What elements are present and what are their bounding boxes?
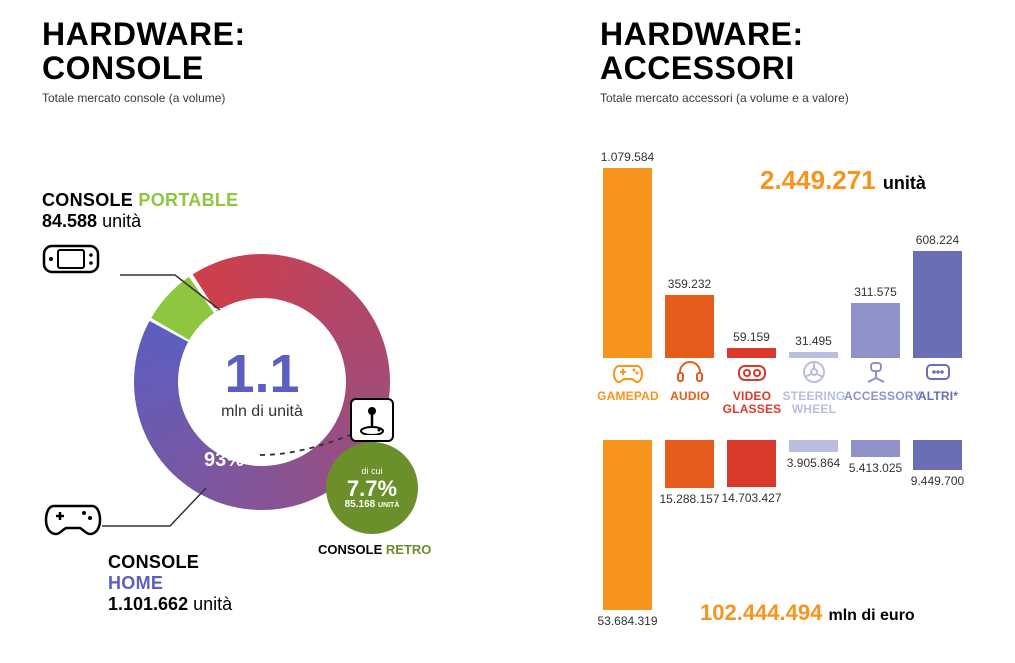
donut-center-unit: mln di unità bbox=[221, 403, 303, 420]
home-value: 1.101.662 bbox=[108, 594, 188, 614]
bar-bot-val-altri: 9.449.700 bbox=[911, 474, 964, 488]
bar-bot-val-video-glasses: 14.703.427 bbox=[721, 491, 781, 505]
bar-top-steering-wheel: 31.495 bbox=[786, 334, 841, 358]
cat-label-accessory: ACCESSORY bbox=[844, 390, 908, 403]
console-title-l1: HARDWARE: bbox=[42, 18, 512, 52]
gamepad-home-icon bbox=[44, 498, 102, 538]
retro-pct: 7.7% bbox=[347, 478, 397, 500]
video-glasses-icon bbox=[720, 360, 784, 384]
joystick-icon bbox=[359, 405, 385, 435]
retro-badge: di cui 7.7% 85.168 UNITÀ bbox=[326, 442, 418, 534]
retro-label-txt: CONSOLE bbox=[318, 542, 382, 557]
bar-bot-gamepad: 53.684.319 bbox=[600, 440, 655, 628]
cat-audio: AUDIO bbox=[658, 360, 722, 403]
donut-center-value: 1.1 bbox=[224, 344, 299, 404]
retro-dicui: di cui bbox=[361, 467, 382, 476]
retro-accent: RETRO bbox=[386, 542, 432, 557]
console-panel: HARDWARE: CONSOLE Totale mercato console… bbox=[42, 18, 512, 105]
bar-bot-val-steering-wheel: 3.905.864 bbox=[787, 456, 840, 470]
cat-accessory: ACCESSORY bbox=[844, 360, 908, 403]
console-title-l2: CONSOLE bbox=[42, 52, 512, 86]
cat-gamepad: GAMEPAD bbox=[596, 360, 660, 403]
retro-count-unit: UNITÀ bbox=[378, 502, 399, 509]
bar-bot-video-glasses: 14.703.427 bbox=[724, 440, 779, 505]
cat-label-audio: AUDIO bbox=[658, 390, 722, 403]
bar-top-val-gamepad: 1.079.584 bbox=[601, 150, 654, 164]
audio-icon bbox=[658, 360, 722, 384]
portable-label: CONSOLE bbox=[42, 190, 133, 210]
console-subtitle: Totale mercato console (a volume) bbox=[42, 91, 512, 105]
cat-steering-wheel: STEERINGWHEEL bbox=[782, 360, 846, 416]
bar-top-accessory: 311.575 bbox=[848, 285, 903, 358]
acc-total-euro-unit: mln di euro bbox=[828, 607, 914, 624]
portable-accent: PORTABLE bbox=[138, 190, 238, 210]
bar-top-val-accessory: 311.575 bbox=[854, 285, 897, 299]
bar-top-val-video-glasses: 59.159 bbox=[733, 330, 770, 344]
cat-altri: ALTRI* bbox=[906, 360, 970, 403]
bar-bot-audio: 15.288.157 bbox=[662, 440, 717, 506]
donut-portable-pct: 7% bbox=[214, 305, 243, 327]
cat-label-video-glasses: VIDEOGLASSES bbox=[720, 390, 784, 416]
cat-video-glasses: VIDEOGLASSES bbox=[720, 360, 784, 416]
cat-label-gamepad: GAMEPAD bbox=[596, 390, 660, 403]
bar-top-altri: 608.224 bbox=[910, 233, 965, 358]
cat-label-steering-wheel: STEERINGWHEEL bbox=[782, 390, 846, 416]
acc-subtitle: Totale mercato accessori (a volume e a v… bbox=[600, 91, 1000, 105]
portable-value: 84.588 bbox=[42, 211, 97, 231]
joystick-icon-box bbox=[350, 398, 394, 442]
bar-top-audio: 359.232 bbox=[662, 277, 717, 358]
bar-bot-val-audio: 15.288.157 bbox=[659, 492, 719, 506]
acc-total-euro-val: 102.444.494 bbox=[700, 600, 822, 625]
acc-total-euro: 102.444.494 mln di euro bbox=[700, 600, 915, 626]
acc-bars-top: 1.079.584 359.232 59.159 31.495 311.575 608.2… bbox=[600, 148, 1000, 358]
acc-title-l1: HARDWARE: bbox=[600, 18, 1000, 52]
handheld-icon bbox=[42, 238, 100, 280]
accessories-panel: HARDWARE: ACCESSORI Totale mercato acces… bbox=[600, 18, 1000, 105]
donut-home-pct: 93% bbox=[204, 449, 244, 471]
bar-bot-val-accessory: 5.413.025 bbox=[849, 461, 902, 475]
gamepad-icon bbox=[596, 360, 660, 384]
altri-icon bbox=[906, 360, 970, 384]
accessory-icon bbox=[844, 360, 908, 384]
bar-top-val-altri: 608.224 bbox=[916, 233, 959, 247]
home-label: CONSOLE bbox=[108, 552, 199, 572]
home-unit: unità bbox=[193, 594, 232, 614]
acc-category-row: GAMEPADAUDIOVIDEOGLASSESSTEERINGWHEELACC… bbox=[600, 360, 1000, 430]
cat-label-altri: ALTRI* bbox=[906, 390, 970, 403]
bar-bot-steering-wheel: 3.905.864 bbox=[786, 440, 841, 470]
bar-top-gamepad: 1.079.584 bbox=[600, 150, 655, 358]
bar-bot-val-gamepad: 53.684.319 bbox=[597, 614, 657, 628]
home-label-block: CONSOLE HOME 1.101.662 unità bbox=[108, 552, 232, 615]
bar-top-val-steering-wheel: 31.495 bbox=[795, 334, 832, 348]
retro-count: 85.168 bbox=[345, 499, 376, 510]
retro-label: CONSOLE RETRO bbox=[318, 542, 431, 557]
bar-bot-accessory: 5.413.025 bbox=[848, 440, 903, 475]
bar-top-video-glasses: 59.159 bbox=[724, 330, 779, 358]
portable-unit: unità bbox=[102, 211, 141, 231]
steering-wheel-icon bbox=[782, 360, 846, 384]
home-accent: HOME bbox=[108, 573, 163, 593]
acc-title-l2: ACCESSORI bbox=[600, 52, 1000, 86]
bar-top-val-audio: 359.232 bbox=[668, 277, 711, 291]
bar-bot-altri: 9.449.700 bbox=[910, 440, 965, 488]
